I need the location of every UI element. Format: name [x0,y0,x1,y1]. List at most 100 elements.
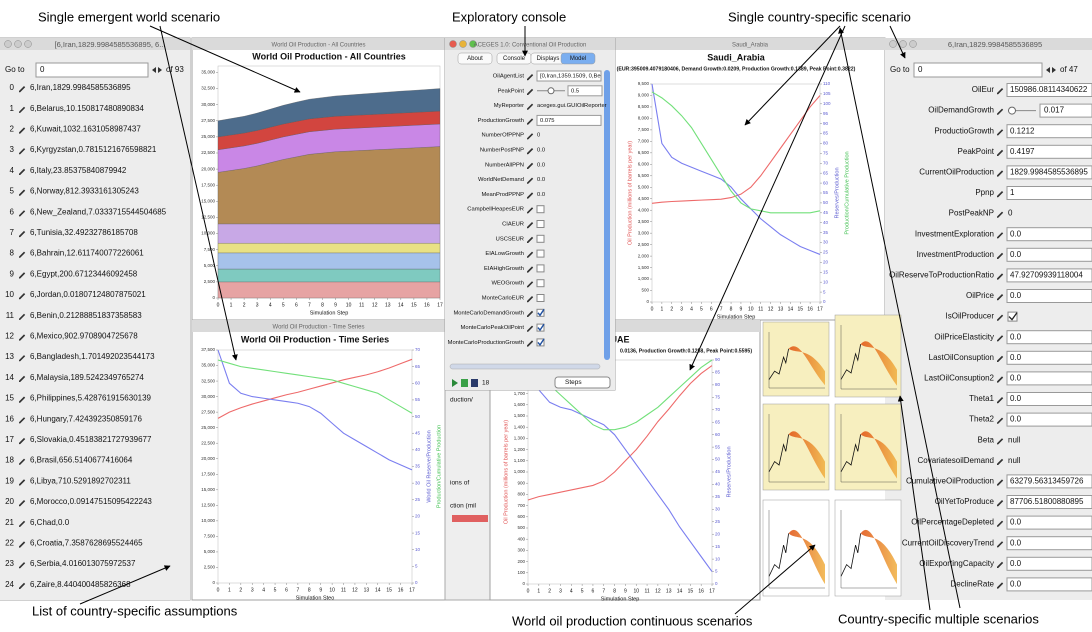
x-tick-label: 0 [527,588,530,594]
y-tick-label: 7,500 [204,247,216,252]
nav-arrows [152,67,162,73]
history-line [840,344,861,380]
thumbnail [834,314,902,398]
slider-knob[interactable] [547,87,555,95]
window-button [449,40,457,48]
edit-icon [19,396,26,403]
scenario-fan [788,529,825,585]
thumbnail [834,499,902,597]
edit-icon [997,561,1004,568]
value-box [1006,124,1092,139]
chart-subtitle: 0.0136, Production Growth:0.1258, Peak P… [620,348,752,354]
panel-title: [6,Iran,1829.9984585536895, 6... [55,40,166,49]
annotation-arrow [689,25,846,371]
window-title: World Oil Production - Time Series [273,325,365,331]
tab[interactable] [560,52,596,65]
y-tick-label: 5,000 [204,549,216,554]
x-tick-label: 15 [688,588,694,594]
y-tick-label: 9,500 [638,81,650,86]
checkbox[interactable] [536,294,545,302]
checkbox[interactable] [536,308,545,317]
series-line [527,359,713,431]
goto-input [913,62,1043,78]
check-mark [1008,312,1018,321]
y-tick-label: 10 [415,547,421,552]
window-title: World Oil Production - All Countries [272,43,366,49]
play-button[interactable] [452,379,458,387]
title-bar [192,320,445,332]
scenario-fan [860,431,897,479]
x-tick-label: 14 [788,306,794,312]
param-label: USCSEUR [496,236,524,242]
edit-icon [997,520,1004,527]
x-tick-label: 7 [602,588,605,594]
y-tick-label: 700 [517,503,525,508]
x-tick-label: 8 [730,306,733,312]
y-tick-label: 12,500 [201,503,215,508]
value-box [1006,165,1092,180]
stop-button[interactable] [471,379,478,387]
y-tick-label: 85 [715,370,721,375]
tab[interactable] [457,52,493,65]
checkbox[interactable] [536,264,545,273]
x-tick-label: 10 [633,588,639,594]
left-panel: [6,Iran,1829.9984585536895, 6... Go to 0 of… [0,37,191,601]
field-label: LastOilConsuption [929,353,994,362]
y-tick-label: 600 [517,514,525,519]
row-text: 6,Tunisia,32.49232786185708 [30,228,138,237]
x-tick-label: 17 [409,587,415,593]
edit-icon [527,192,534,199]
checkbox[interactable] [536,234,545,243]
value-box [567,85,603,97]
field-label: CurrentOilDiscoveryTrend [902,538,994,547]
y-tick-label: 5 [823,289,826,294]
chart-window-timeseries: World Oil Production - Time Series World … [191,319,446,601]
edit-icon [527,325,534,332]
field-value: 0.0 [1010,394,1022,403]
y-tick-label: 0 [646,299,649,304]
x-tick-label: 15 [386,587,392,593]
pause-button[interactable] [461,379,468,387]
goto-input [35,62,149,78]
window-button [889,40,897,48]
param-label: ProductionGrowth [478,118,524,124]
fragment-text: duction/ [450,397,473,404]
x-tick-label: 13 [778,306,784,312]
y-tick-label: 5 [415,564,418,569]
window-title: Saudi_Arabia [732,43,769,49]
window-title: ACEGES 1.0: Conventional Oil Production [474,43,587,49]
field-value: 0.0 [1010,559,1022,568]
field-value: 0.017 [1044,106,1065,115]
edit-icon [19,127,26,134]
y-tick-label: 55 [415,397,421,402]
checkbox[interactable] [536,220,545,228]
y-tick-label: 50 [715,457,721,462]
checkbox[interactable] [536,249,545,258]
y-tick-label: 75 [823,151,829,156]
row-index: 3 [10,145,15,154]
checkbox[interactable] [536,205,545,214]
field-label: OilPriceElasticity [934,332,994,341]
row-text: 6,Bahrain,12.611740077226061 [30,249,144,258]
y-tick-label: 35,000 [201,363,215,368]
field-value: 0.0 [1010,415,1022,424]
field-value: null [1008,456,1021,465]
field-value: 63279.56313459726 [1010,477,1084,486]
param-label: MonteCarloPeakOilPoint [461,325,525,331]
row-index: 9 [10,269,15,278]
checkbox[interactable] [536,338,545,347]
y-tick-label: 30,000 [201,102,215,107]
row-text: 6,Philippines,5.428761915630139 [30,394,152,403]
x-tick-label: 3 [680,306,683,312]
edit-icon [997,355,1004,362]
checkbox[interactable] [536,323,545,332]
annotation-arrow [149,25,301,93]
field-label: IsOilProducer [946,312,995,321]
x-tick-label: 6 [592,588,595,594]
edit-icon [997,108,1004,115]
steps-dropdown[interactable] [554,376,611,389]
y-tick-label: 20,000 [201,456,215,461]
checkbox[interactable] [536,279,545,288]
row-index: 13 [5,352,14,361]
annotation-arrow [897,395,931,611]
